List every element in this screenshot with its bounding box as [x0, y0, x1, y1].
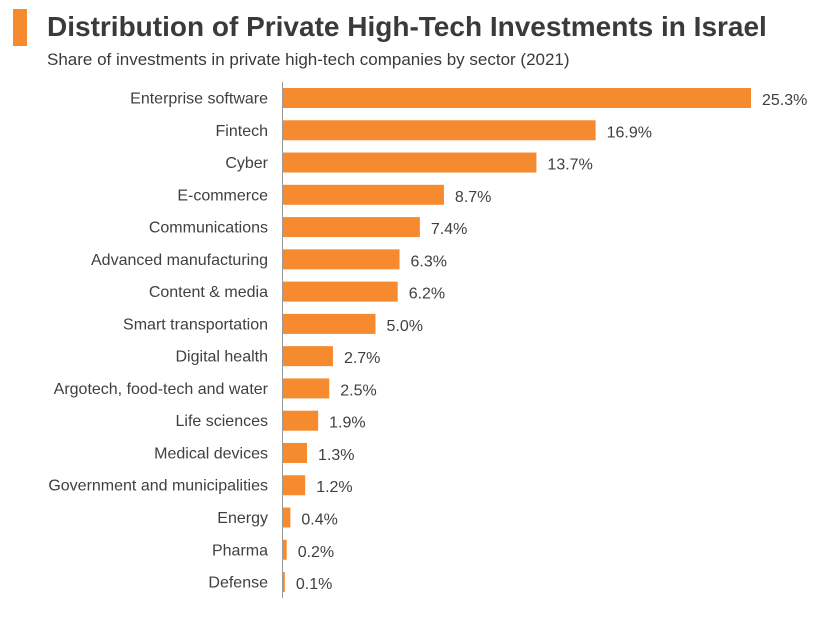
category-label: E-commerce — [177, 187, 268, 204]
category-label: Defense — [208, 575, 268, 592]
bar — [283, 249, 400, 270]
value-label: 8.7% — [455, 189, 491, 206]
category-label: Communications — [149, 220, 268, 237]
bar — [283, 378, 330, 399]
bar — [283, 507, 291, 528]
category-label: Digital health — [176, 349, 269, 366]
bar — [283, 281, 398, 302]
category-label: Content & media — [149, 284, 268, 301]
bar — [283, 475, 306, 496]
value-label: 1.2% — [316, 479, 352, 496]
value-label: 13.7% — [547, 157, 592, 174]
category-label: Argotech, food-tech and water — [54, 381, 269, 398]
bar — [283, 120, 596, 141]
bar — [283, 442, 308, 463]
value-label: 6.2% — [409, 286, 445, 303]
category-label: Enterprise software — [130, 91, 268, 108]
value-label: 6.3% — [411, 253, 447, 270]
category-label: Pharma — [212, 542, 268, 559]
category-label: Fintech — [216, 123, 268, 140]
value-label: 1.9% — [329, 415, 365, 432]
value-label: 0.4% — [301, 512, 337, 529]
title-accent-bar — [13, 9, 27, 46]
chart-subtitle: Share of investments in private high-tec… — [47, 50, 570, 69]
category-label: Medical devices — [154, 445, 268, 462]
category-label: Smart transportation — [123, 316, 268, 333]
value-label: 2.5% — [340, 382, 376, 399]
chart-title: Distribution of Private High-Tech Invest… — [47, 11, 767, 42]
bar — [283, 410, 319, 431]
bar — [283, 572, 285, 593]
category-label: Government and municipalities — [48, 478, 268, 495]
bar — [283, 346, 333, 367]
bar — [283, 184, 444, 205]
bar — [283, 152, 537, 173]
value-label: 0.1% — [296, 576, 332, 593]
category-label: Advanced manufacturing — [91, 252, 268, 269]
category-label: Cyber — [225, 155, 268, 172]
category-label: Life sciences — [176, 413, 269, 430]
value-label: 5.0% — [386, 318, 422, 335]
value-label: 25.3% — [762, 92, 807, 109]
value-label: 1.3% — [318, 447, 354, 464]
bar — [283, 217, 420, 238]
category-label: Energy — [217, 510, 268, 527]
value-label: 16.9% — [607, 124, 652, 141]
value-label: 0.2% — [298, 544, 334, 561]
bar — [283, 539, 287, 560]
bar — [283, 313, 376, 334]
value-label: 2.7% — [344, 350, 380, 367]
bar — [283, 88, 751, 108]
value-label: 7.4% — [431, 221, 467, 238]
